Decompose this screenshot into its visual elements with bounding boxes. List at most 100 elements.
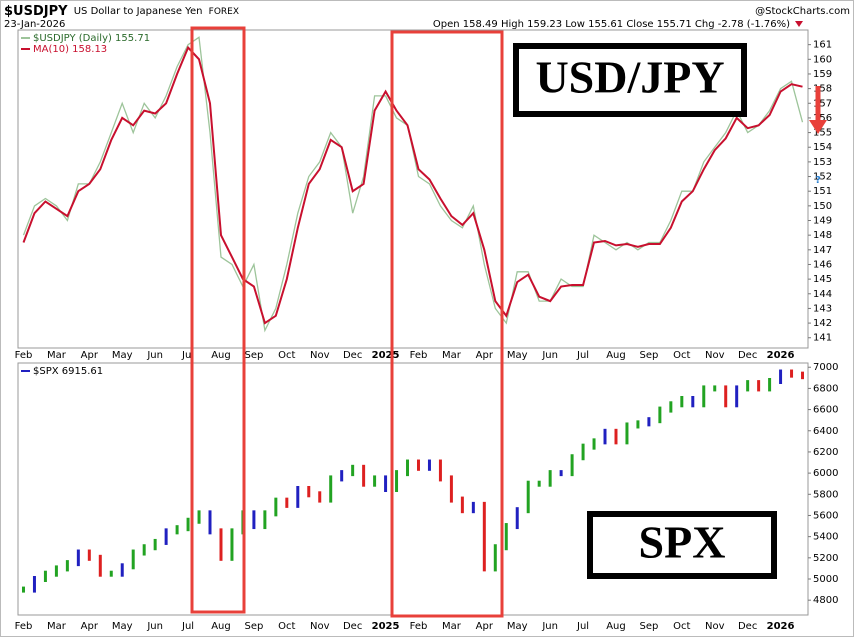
x-tick-label: Mar [442, 350, 462, 361]
x-tick-label: Aug [606, 350, 626, 361]
y-tick-label: 5800 [813, 489, 838, 500]
x-tick-label: Apr [81, 621, 99, 632]
x-tick-label: Jun [146, 350, 163, 361]
y-tick-label: 156 [813, 113, 832, 124]
x-tick-label: Sep [639, 621, 658, 632]
plots: 141 142 143 144 145 146 147 148 149 150 151 152 153 1… [15, 33, 839, 632]
y-tick-label: 150 [813, 201, 832, 212]
x-tick-label: Apr [476, 621, 494, 632]
y-tick-label: 5400 [813, 532, 838, 543]
y-tick-label: 7000 [813, 362, 838, 373]
x-tick-label: Apr [81, 350, 99, 361]
x-tick-label: Dec [343, 621, 362, 632]
x-tick-label: Aug [211, 350, 231, 361]
question-mark: ? [815, 175, 821, 186]
x-tick-label: May [507, 621, 528, 632]
x-tick-label: Apr [476, 350, 494, 361]
x-tick-label: Nov [310, 621, 330, 632]
x-tick-label: Mar [47, 621, 67, 632]
annotation-box [587, 511, 777, 579]
x-tick-label: 2025 [372, 621, 400, 632]
date: 23-Jan-2026 [4, 19, 65, 30]
x-tick-label: May [112, 621, 133, 632]
y-tick-label: 5200 [813, 553, 838, 564]
arrow-head [809, 120, 827, 134]
x-tick-label: Nov [310, 350, 330, 361]
x-tick-label: Feb [410, 621, 428, 632]
x-tick-label: Feb [15, 350, 33, 361]
y-tick-label: 145 [813, 274, 832, 285]
legend-label: MA(10) 158.13 [33, 44, 107, 55]
y-tick-label: 5000 [813, 574, 838, 585]
quote: Open 158.49 High 159.23 Low 155.61 Close… [433, 19, 790, 30]
y-tick-label: 142 [813, 318, 832, 329]
x-tick-label: Aug [211, 621, 231, 632]
y-tick-label: 148 [813, 230, 832, 241]
x-tick-label: 2026 [767, 350, 795, 361]
x-tick-label: Mar [47, 350, 67, 361]
symbol: $USDJPY [4, 4, 68, 19]
x-tick-label: Jul [181, 350, 194, 361]
legend-label: $USDJPY (Daily) 155.71 [33, 33, 150, 44]
x-tick-label: Sep [244, 621, 263, 632]
y-tick-label: 146 [813, 259, 832, 270]
x-tick-label: Oct [673, 621, 690, 632]
x-tick-label: Jul [181, 621, 194, 632]
y-tick-label: 153 [813, 157, 832, 168]
x-tick-label: Jul [576, 621, 589, 632]
x-tick-label: 2025 [372, 350, 400, 361]
y-tick-label: 152 [813, 172, 832, 183]
y-tick-label: 154 [813, 142, 832, 153]
annotation: USD/JPY [535, 52, 724, 103]
x-tick-label: Aug [606, 621, 626, 632]
x-tick-label: Feb [410, 350, 428, 361]
y-tick-label: 157 [813, 98, 832, 109]
x-tick-label: Jun [541, 350, 558, 361]
y-tick-label: 161 [813, 40, 832, 51]
x-tick-label: Nov [705, 621, 725, 632]
highlight-box [390, 30, 504, 618]
y-tick-label: 4800 [813, 595, 838, 606]
y-tick-label: 160 [813, 54, 832, 65]
y-tick-label: 158 [813, 84, 832, 95]
annotation: SPX [639, 517, 726, 568]
x-tick-label: Nov [705, 350, 725, 361]
x-tick-label: 2026 [767, 621, 795, 632]
x-tick-label: May [112, 350, 133, 361]
x-tick-label: Oct [278, 350, 295, 361]
y-tick-label: 6800 [813, 383, 838, 394]
x-tick-label: Jun [146, 621, 163, 632]
annotation-box [513, 43, 747, 117]
highlight-box [190, 26, 246, 614]
y-tick-label: 143 [813, 303, 832, 314]
y-tick-label: 5600 [813, 510, 838, 521]
y-tick-label: 147 [813, 245, 832, 256]
x-tick-label: Dec [738, 350, 757, 361]
watermark: @StockCharts.com [755, 6, 850, 17]
y-tick-label: 141 [813, 333, 832, 344]
y-tick-label: 149 [813, 216, 832, 227]
x-tick-label: Feb [15, 621, 33, 632]
y-tick-label: 159 [813, 69, 832, 80]
x-tick-label: Dec [738, 621, 757, 632]
y-tick-label: 144 [813, 289, 832, 300]
x-tick-label: Oct [278, 621, 295, 632]
y-tick-label: 6600 [813, 405, 838, 416]
x-tick-label: Jul [576, 350, 589, 361]
legend-label: $SPX 6915.61 [33, 366, 103, 377]
header: $USDJPY US Dollar to Japanese Yen FOREX [4, 4, 239, 19]
y-tick-label: 6400 [813, 426, 838, 437]
down-triangle [795, 21, 803, 27]
exchange: FOREX [209, 7, 239, 17]
series-line [22, 45, 803, 325]
x-tick-label: Jun [541, 621, 558, 632]
y-tick-label: 6200 [813, 447, 838, 458]
x-tick-label: Sep [244, 350, 263, 361]
x-tick-label: Dec [343, 350, 362, 361]
x-tick-label: Mar [442, 621, 462, 632]
y-tick-label: 151 [813, 186, 832, 197]
x-tick-label: Sep [639, 350, 658, 361]
y-tick-label: 155 [813, 128, 832, 139]
y-tick-label: 6000 [813, 468, 838, 479]
